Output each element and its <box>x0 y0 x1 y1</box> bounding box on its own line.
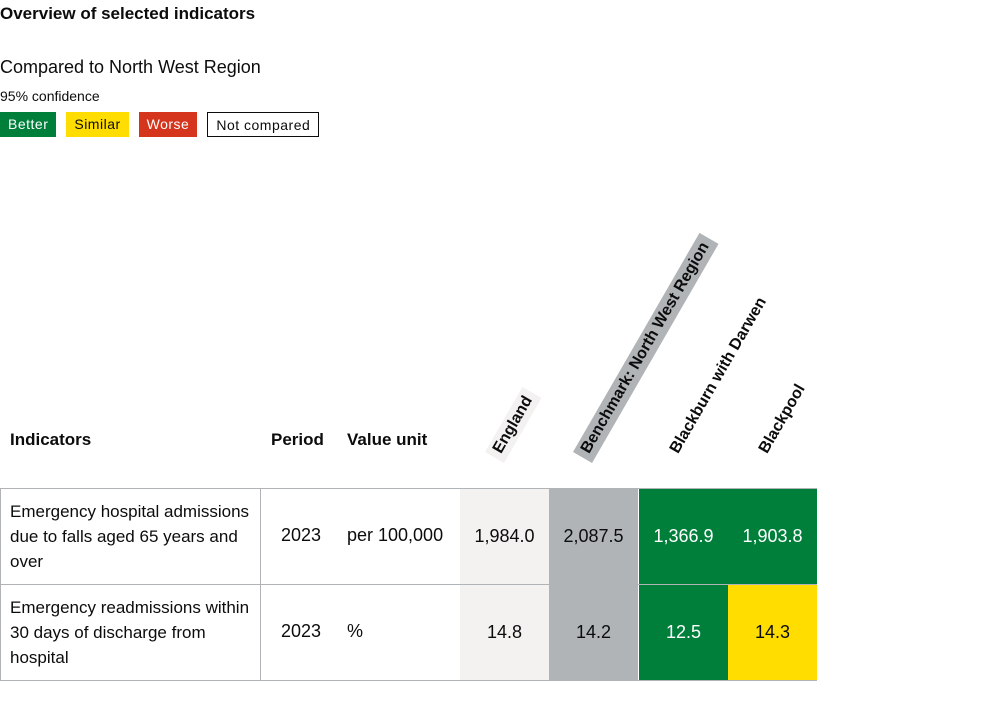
row-divider <box>0 680 817 681</box>
value-unit: per 100,000 <box>347 525 444 545</box>
legend: Better Similar Worse Not compared <box>0 112 329 137</box>
header-indicators: Indicators <box>10 430 92 449</box>
header-period: Period <box>271 430 324 449</box>
legend-similar: Similar <box>66 112 129 137</box>
legend-worse: Worse <box>138 112 198 137</box>
legend-not-compared: Not compared <box>207 112 320 137</box>
indicator-name: Emergency readmissions within 30 days of… <box>10 598 250 667</box>
column-divider <box>260 488 261 681</box>
row-divider <box>0 488 817 489</box>
value-england: 1,984.0 <box>460 489 549 584</box>
header-area-blackpool: Blackpool <box>755 381 809 457</box>
value-benchmark: 14.2 <box>549 585 638 680</box>
legend-better: Better <box>0 112 57 137</box>
indicator-name: Emergency hospital admissions due to fal… <box>10 502 250 571</box>
value-blackpool: 14.3 <box>728 585 817 680</box>
value-england: 14.8 <box>460 585 549 680</box>
header-value-unit: Value unit <box>347 430 428 449</box>
period-value: 2023 <box>281 621 322 641</box>
table-border <box>0 488 1 681</box>
comparison-label: Compared to North West Region <box>0 57 261 77</box>
row-divider <box>0 584 817 585</box>
page-title: Overview of selected indicators <box>0 4 256 23</box>
value-blackpool: 1,903.8 <box>728 489 817 584</box>
header-area-england: England <box>485 386 542 463</box>
value-unit: % <box>347 621 364 641</box>
confidence-label: 95% confidence <box>0 88 100 104</box>
value-benchmark: 2,087.5 <box>549 489 638 584</box>
period-value: 2023 <box>281 525 322 545</box>
value-blackburn: 12.5 <box>639 585 728 680</box>
value-blackburn: 1,366.9 <box>639 489 728 584</box>
